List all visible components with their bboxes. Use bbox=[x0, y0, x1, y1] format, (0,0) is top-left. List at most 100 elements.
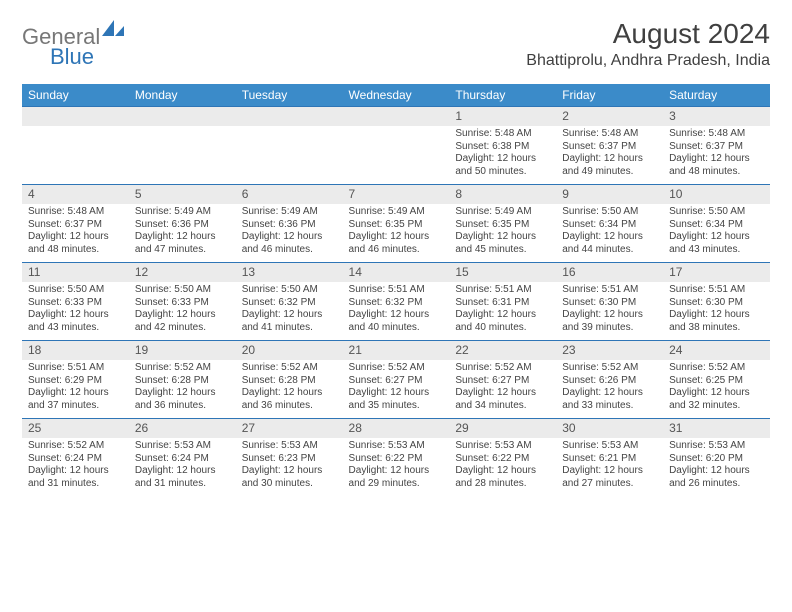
day-number-cell: 12 bbox=[129, 263, 236, 283]
sunrise-text: Sunrise: 5:49 AM bbox=[135, 206, 230, 219]
sunrise-text: Sunrise: 5:53 AM bbox=[669, 440, 764, 453]
day-info-cell: Sunrise: 5:52 AMSunset: 6:24 PMDaylight:… bbox=[22, 438, 129, 496]
day-number-cell bbox=[129, 107, 236, 127]
day-number: 21 bbox=[343, 341, 450, 360]
sunset-text: Sunset: 6:22 PM bbox=[349, 453, 444, 466]
day-info-cell: Sunrise: 5:49 AMSunset: 6:36 PMDaylight:… bbox=[236, 204, 343, 263]
sunrise-text: Sunrise: 5:52 AM bbox=[455, 362, 550, 375]
day-number-cell: 3 bbox=[663, 107, 770, 127]
sunset-text: Sunset: 6:23 PM bbox=[242, 453, 337, 466]
day-number: 22 bbox=[449, 341, 556, 360]
daylight-text: Daylight: 12 hours and 33 minutes. bbox=[562, 387, 657, 412]
day-number: 13 bbox=[236, 263, 343, 282]
info-row: Sunrise: 5:51 AMSunset: 6:29 PM Daylight:… bbox=[22, 360, 770, 419]
day-info-cell: Sunrise: 5:53 AMSunset: 6:23 PMDaylight:… bbox=[236, 438, 343, 496]
day-number: 10 bbox=[663, 185, 770, 204]
day-number: 4 bbox=[22, 185, 129, 204]
day-number: 6 bbox=[236, 185, 343, 204]
day-number-cell: 25 bbox=[22, 419, 129, 439]
day-number: 17 bbox=[663, 263, 770, 282]
day-info-cell: Sunrise: 5:48 AMSunset: 6:37 PMDaylight:… bbox=[556, 126, 663, 185]
daylight-text: Daylight: 12 hours and 46 minutes. bbox=[349, 231, 444, 256]
sunset-text: Sunset: 6:37 PM bbox=[28, 219, 123, 232]
day-number: 19 bbox=[129, 341, 236, 360]
logo-word-2: Blue bbox=[50, 44, 94, 69]
weekday-header-row: SundayMondayTuesdayWednesdayThursdayFrid… bbox=[22, 84, 770, 107]
sunset-text: Sunset: 6:22 PM bbox=[455, 453, 550, 466]
sunset-text: Sunset: 6:29 PM bbox=[28, 375, 123, 388]
day-number-cell: 19 bbox=[129, 341, 236, 361]
weekday-header: Wednesday bbox=[343, 84, 450, 107]
day-info-cell: Sunrise: 5:52 AMSunset: 6:28 PMDaylight:… bbox=[236, 360, 343, 419]
day-info-cell: Sunrise: 5:51 AMSunset: 6:29 PMDaylight:… bbox=[22, 360, 129, 419]
sunset-text: Sunset: 6:21 PM bbox=[562, 453, 657, 466]
daylight-text: Daylight: 12 hours and 42 minutes. bbox=[135, 309, 230, 334]
daynum-row: 18192021222324 bbox=[22, 341, 770, 361]
day-number-cell: 5 bbox=[129, 185, 236, 205]
sunrise-text: Sunrise: 5:50 AM bbox=[28, 284, 123, 297]
day-number-cell: 7 bbox=[343, 185, 450, 205]
sunset-text: Sunset: 6:30 PM bbox=[562, 297, 657, 310]
sunset-text: Sunset: 6:25 PM bbox=[669, 375, 764, 388]
sunrise-text: Sunrise: 5:48 AM bbox=[669, 128, 764, 141]
day-info-cell bbox=[343, 126, 450, 185]
daynum-row: 123 bbox=[22, 107, 770, 127]
title-block: August 2024 Bhattiprolu, Andhra Pradesh,… bbox=[526, 18, 770, 70]
day-number: 24 bbox=[663, 341, 770, 360]
sunset-text: Sunset: 6:28 PM bbox=[242, 375, 337, 388]
day-number: 26 bbox=[129, 419, 236, 438]
daylight-text: Daylight: 12 hours and 29 minutes. bbox=[349, 465, 444, 490]
info-row: Sunrise: 5:50 AMSunset: 6:33 PMDaylight:… bbox=[22, 282, 770, 341]
daynum-row: 45678910 bbox=[22, 185, 770, 205]
day-info-cell: Sunrise: 5:50 AMSunset: 6:34 PMDaylight:… bbox=[556, 204, 663, 263]
sunrise-text: Sunrise: 5:50 AM bbox=[669, 206, 764, 219]
day-number: 8 bbox=[449, 185, 556, 204]
sunset-text: Sunset: 6:35 PM bbox=[455, 219, 550, 232]
sunset-text: Sunset: 6:37 PM bbox=[669, 141, 764, 154]
daylight-text: Daylight: 12 hours and 43 minutes. bbox=[669, 231, 764, 256]
daylight-text: Daylight: 12 hours and 31 minutes. bbox=[135, 465, 230, 490]
day-number-cell: 13 bbox=[236, 263, 343, 283]
sunrise-text: Sunrise: 5:50 AM bbox=[562, 206, 657, 219]
day-number-cell: 31 bbox=[663, 419, 770, 439]
sunset-text: Sunset: 6:38 PM bbox=[455, 141, 550, 154]
weekday-header: Thursday bbox=[449, 84, 556, 107]
day-number-cell bbox=[343, 107, 450, 127]
sunrise-text: Sunrise: 5:53 AM bbox=[135, 440, 230, 453]
day-info-cell: Sunrise: 5:49 AMSunset: 6:35 PMDaylight:… bbox=[449, 204, 556, 263]
daylight-text: Daylight: 12 hours and 40 minutes. bbox=[349, 309, 444, 334]
sunrise-text: Sunrise: 5:51 AM bbox=[562, 284, 657, 297]
sunset-text: Sunset: 6:32 PM bbox=[242, 297, 337, 310]
day-info-cell: Sunrise: 5:53 AMSunset: 6:24 PMDaylight:… bbox=[129, 438, 236, 496]
info-row: Sunrise: 5:52 AMSunset: 6:24 PMDaylight:… bbox=[22, 438, 770, 496]
sunrise-text: Sunrise: 5:51 AM bbox=[28, 362, 123, 375]
daylight-text: Daylight: 12 hours and 36 minutes. bbox=[135, 387, 230, 412]
sunrise-text: Sunrise: 5:49 AM bbox=[455, 206, 550, 219]
weekday-header: Monday bbox=[129, 84, 236, 107]
daylight-text: Daylight: 12 hours and 32 minutes. bbox=[669, 387, 764, 412]
logo-sail-icon bbox=[102, 16, 124, 32]
day-number-cell: 1 bbox=[449, 107, 556, 127]
sunset-text: Sunset: 6:33 PM bbox=[135, 297, 230, 310]
day-number-cell bbox=[22, 107, 129, 127]
sunrise-text: Sunrise: 5:52 AM bbox=[135, 362, 230, 375]
sunset-text: Sunset: 6:31 PM bbox=[455, 297, 550, 310]
day-number: 2 bbox=[556, 107, 663, 126]
weekday-header: Tuesday bbox=[236, 84, 343, 107]
sunrise-text: Sunrise: 5:53 AM bbox=[349, 440, 444, 453]
daylight-text: Daylight: 12 hours and 44 minutes. bbox=[562, 231, 657, 256]
sunrise-text: Sunrise: 5:51 AM bbox=[455, 284, 550, 297]
day-number-cell: 10 bbox=[663, 185, 770, 205]
sunrise-text: Sunrise: 5:48 AM bbox=[562, 128, 657, 141]
sunrise-text: Sunrise: 5:49 AM bbox=[242, 206, 337, 219]
sunset-text: Sunset: 6:32 PM bbox=[349, 297, 444, 310]
day-number: 30 bbox=[556, 419, 663, 438]
day-number: 25 bbox=[22, 419, 129, 438]
calendar-table: SundayMondayTuesdayWednesdayThursdayFrid… bbox=[22, 84, 770, 496]
day-info-cell: Sunrise: 5:50 AMSunset: 6:34 PMDaylight:… bbox=[663, 204, 770, 263]
sunrise-text: Sunrise: 5:50 AM bbox=[135, 284, 230, 297]
day-info-cell: Sunrise: 5:52 AMSunset: 6:28 PMDaylight:… bbox=[129, 360, 236, 419]
daylight-text: Daylight: 12 hours and 36 minutes. bbox=[242, 387, 337, 412]
day-number-cell: 16 bbox=[556, 263, 663, 283]
logo: General Blue bbox=[22, 18, 124, 76]
